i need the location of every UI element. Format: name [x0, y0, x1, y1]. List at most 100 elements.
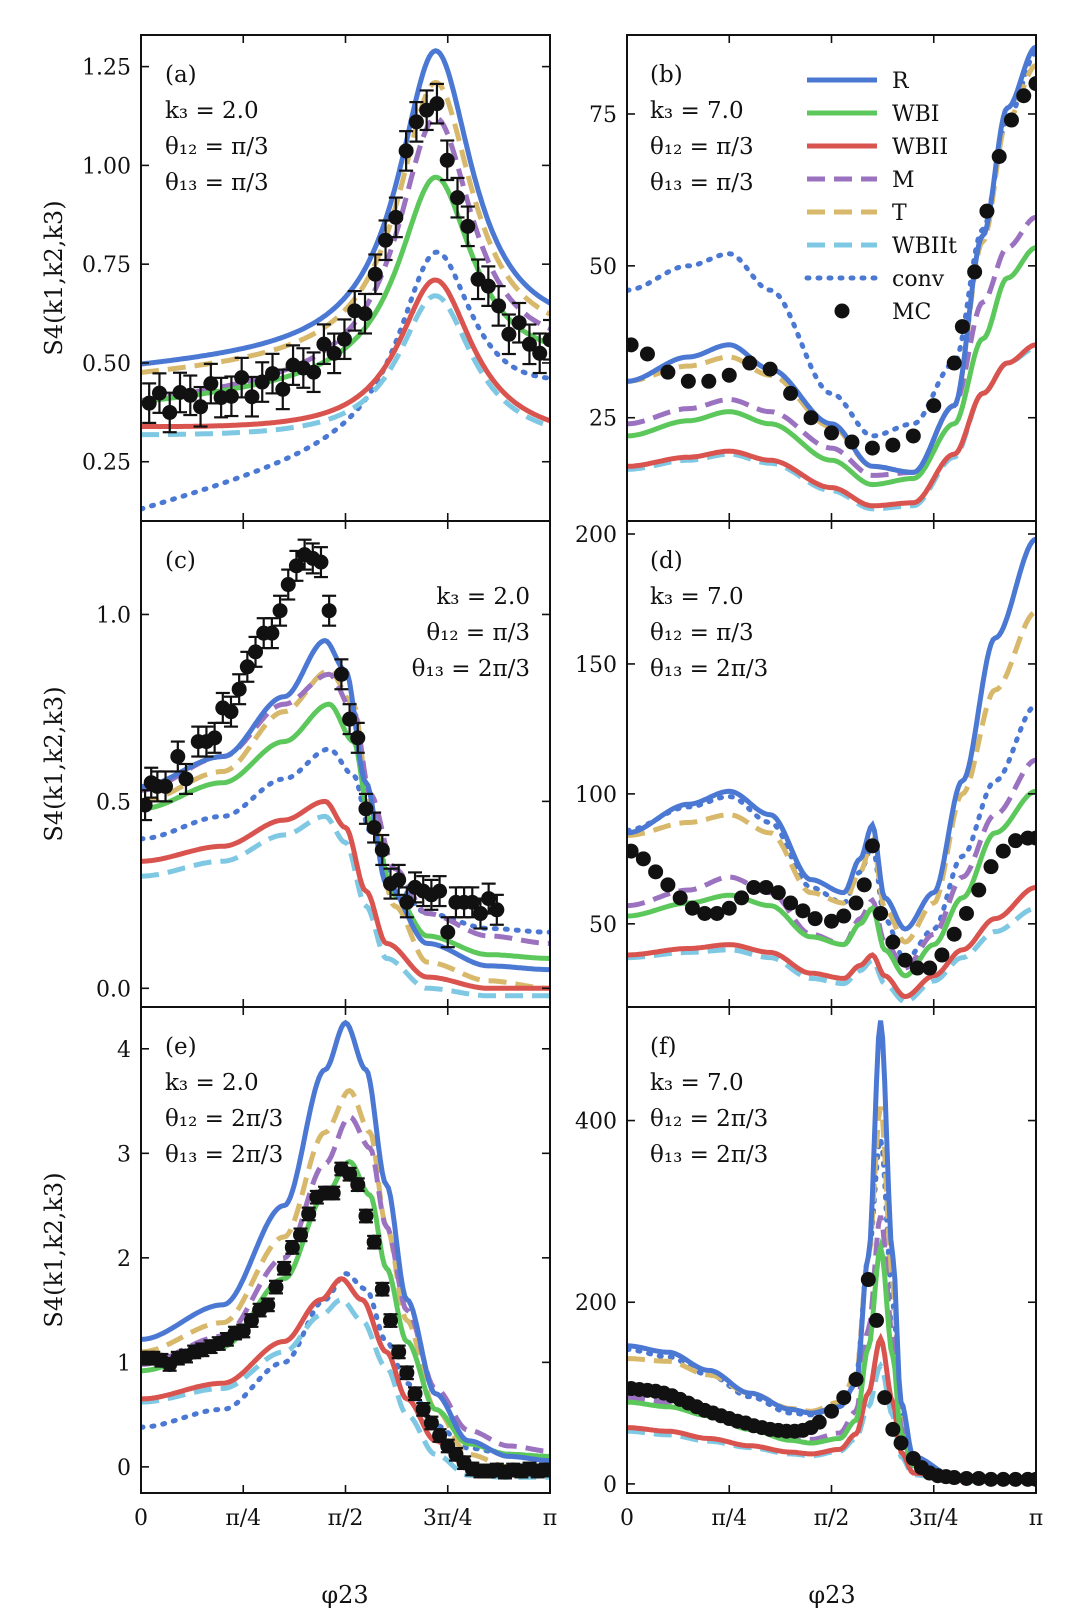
- x-axis-label-right: φ23: [808, 1581, 855, 1609]
- mc-point: [248, 644, 264, 660]
- panel-c: 0.0 0.5 1.0 (c) k₃ = 2.0 θ₁₂ = π/3 θ₁₃ = 2π/3: [96, 520, 551, 1008]
- mc-point: [244, 389, 260, 405]
- plot-area-e: [141, 1019, 550, 1480]
- mc-point: [991, 149, 1007, 164]
- legend-label: WBI: [892, 102, 939, 127]
- mc-point: [946, 1470, 962, 1486]
- legend-label: M: [892, 168, 915, 193]
- y-tick-label: 1.25: [82, 56, 131, 81]
- mc-point: [415, 1401, 431, 1417]
- panel-param: k₃ = 2.0: [436, 584, 530, 610]
- mc-point: [223, 704, 239, 720]
- mc-point: [388, 209, 404, 225]
- y-axis-label: S4(k1,k2,k3): [40, 686, 68, 841]
- series-T-e: [141, 1087, 550, 1472]
- series-M-b: [627, 214, 1036, 478]
- series-R-a: [141, 48, 550, 367]
- panel-param: θ₁₃ = π/3: [165, 170, 269, 196]
- panel-label: (b): [650, 62, 683, 88]
- plot-area-f: [627, 1020, 1036, 1487]
- mc-point: [280, 577, 296, 593]
- mc-point: [439, 152, 455, 168]
- series-R-e: [141, 1019, 550, 1464]
- mc-point: [934, 947, 950, 963]
- mc-point: [811, 1414, 827, 1430]
- y-tick-label: 0.75: [82, 253, 131, 278]
- mc-point: [958, 1470, 974, 1486]
- mc-point: [268, 1279, 284, 1295]
- mc-point: [803, 410, 819, 426]
- mc-point: [367, 266, 383, 282]
- mc-point: [391, 872, 407, 888]
- y-tick-label: 1.00: [82, 154, 131, 179]
- mc-point: [660, 877, 676, 893]
- mc-point: [639, 346, 655, 362]
- y-tick-label: 200: [575, 1291, 617, 1316]
- mc-point: [983, 1471, 999, 1487]
- mc-point: [758, 879, 774, 895]
- x-tick-label: 3π/4: [909, 1506, 959, 1531]
- series-WBIIt-d: [627, 905, 1036, 1005]
- mc-point: [824, 425, 839, 441]
- y-tick-label: 0.25: [82, 451, 131, 476]
- series-WBIIt-a: [141, 293, 550, 438]
- mc-point: [158, 778, 174, 794]
- panel-param: θ₁₂ = π/3: [650, 134, 754, 160]
- mc-point: [378, 232, 394, 248]
- mc-point: [783, 385, 799, 401]
- series-conv-f: [627, 1138, 1036, 1482]
- y-axis-label: S4(k1,k2,k3): [40, 200, 68, 355]
- mc-point: [721, 367, 737, 383]
- x-tick-label: 3π/4: [423, 1506, 473, 1531]
- y-tick-label: 0: [117, 1456, 131, 1481]
- mc-point: [432, 883, 448, 899]
- plot-area-b: [627, 44, 1036, 512]
- x-tick-label: π: [1029, 1506, 1043, 1531]
- mc-point: [366, 1234, 382, 1250]
- mc-point: [429, 96, 445, 112]
- mc-point: [293, 1227, 309, 1243]
- y-tick-label: 0.5: [96, 790, 131, 815]
- panel-label: (d): [650, 548, 683, 574]
- legend-entry-WBIIt: WBIIt: [807, 234, 957, 259]
- mc-point: [954, 319, 970, 335]
- mc-point: [336, 331, 352, 347]
- panel-label: (c): [165, 548, 196, 574]
- panel-label: (a): [165, 62, 197, 88]
- mc-point: [885, 934, 901, 950]
- panel-param: θ₁₂ = π/3: [650, 620, 754, 646]
- mc-point: [170, 749, 186, 765]
- mc-point: [193, 399, 209, 415]
- series-conv-a: [141, 249, 550, 512]
- mc-point: [697, 905, 713, 921]
- mc-point: [1008, 833, 1024, 849]
- mc-point: [885, 1421, 901, 1437]
- panel-param: k₃ = 7.0: [650, 584, 744, 610]
- mc-point: [333, 666, 349, 682]
- mc-point: [272, 603, 288, 619]
- mc-point: [182, 387, 198, 403]
- mc-point: [162, 404, 178, 420]
- mc-point: [382, 1313, 398, 1329]
- mc-point: [709, 905, 725, 921]
- panels-group: 0.25 0.5 0 0.75 1.00 1.25 (a) k₃ = 2.0 θ₁₂ = π/3…: [82, 34, 1043, 1531]
- mc-point: [342, 711, 358, 727]
- mc-point: [762, 361, 778, 377]
- x-axis-label: φ23: [808, 1581, 855, 1609]
- x-axis-label: φ23: [321, 1581, 368, 1609]
- series-WBIIt-c: [141, 813, 550, 999]
- panel-param: θ₁₃ = π/3: [650, 170, 754, 196]
- mc-point: [1028, 76, 1036, 92]
- mc-point: [905, 428, 921, 444]
- series-M-e: [141, 1113, 550, 1454]
- mc-point: [742, 355, 758, 371]
- panel-param: k₃ = 2.0: [165, 1070, 259, 1096]
- series-WBIIt-b: [627, 345, 1036, 512]
- mc-point: [946, 355, 962, 371]
- mc-point: [203, 376, 219, 392]
- mc-point: [958, 905, 974, 921]
- mc-point: [807, 911, 823, 927]
- mc-point: [885, 437, 901, 453]
- series-M-c: [141, 671, 550, 946]
- mc-point: [239, 659, 255, 675]
